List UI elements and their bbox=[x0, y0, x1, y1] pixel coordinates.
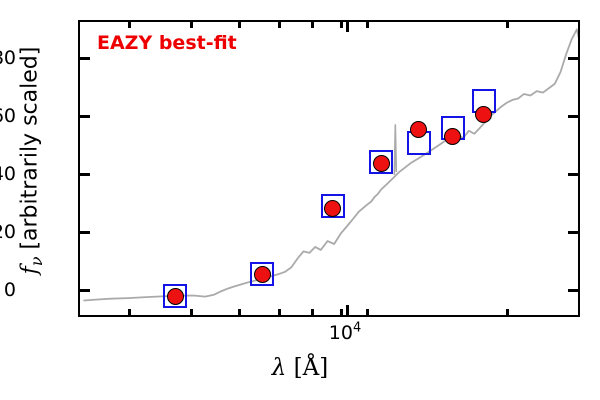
xtick-mark-top-major-10000 bbox=[346, 22, 349, 32]
ytick-label-80: 80 bbox=[0, 47, 16, 69]
xtick-mark-minor-3000 bbox=[128, 309, 131, 315]
xtick-mark-top-minor-9000 bbox=[366, 22, 369, 28]
xtick-label-exponent: 4 bbox=[352, 320, 362, 336]
xtick-mark-top-minor-3000 bbox=[128, 22, 131, 28]
xtick-mark-minor-4000 bbox=[190, 309, 193, 315]
xtick-mark-top-minor-20000 bbox=[506, 22, 509, 28]
model-photometry-square bbox=[369, 149, 394, 174]
model-photometry-square bbox=[320, 194, 345, 219]
ytick-mark-right-0 bbox=[568, 289, 578, 292]
xtick-mark-top-minor-7000 bbox=[311, 22, 314, 28]
xtick-mark-minor-7000 bbox=[311, 309, 314, 315]
xtick-label-1e4: 104 bbox=[329, 322, 361, 344]
observed-photometry-point bbox=[324, 199, 342, 217]
x-axis-label-symbol: λ bbox=[271, 355, 287, 381]
plot-axes-frame bbox=[78, 20, 580, 317]
ytick-mark-60 bbox=[80, 115, 90, 118]
ytick-mark-0 bbox=[80, 289, 90, 292]
ytick-mark-right-60 bbox=[568, 115, 578, 118]
observed-photometry-point bbox=[166, 287, 184, 305]
xtick-mark-top-minor-8000 bbox=[340, 22, 343, 28]
observed-photometry-point bbox=[253, 266, 271, 284]
xtick-mark-top-minor-4000 bbox=[190, 22, 193, 28]
x-axis-label: λ [Å] bbox=[0, 355, 600, 381]
observed-photometry-point bbox=[475, 106, 493, 124]
best-fit-spectrum-line bbox=[83, 28, 578, 302]
xtick-mark-minor-5000 bbox=[238, 309, 241, 315]
observed-photometry-point bbox=[372, 154, 390, 172]
model-photometry-square bbox=[250, 262, 275, 286]
ytick-mark-20 bbox=[80, 231, 90, 234]
y-axis-label-symbol: f bbox=[17, 266, 43, 275]
plot-data-area bbox=[80, 22, 578, 315]
y-axis-label: fν [arbitrarily scaled] bbox=[17, 0, 46, 331]
y-axis-label-subscript: ν bbox=[26, 256, 46, 267]
xtick-mark-minor-9000 bbox=[366, 309, 369, 315]
ytick-label-40: 40 bbox=[0, 163, 16, 185]
ytick-mark-40 bbox=[80, 173, 90, 176]
xtick-mark-top-minor-5000 bbox=[238, 22, 241, 28]
observed-photometry-point bbox=[444, 127, 462, 145]
observed-photometry-point bbox=[410, 120, 428, 138]
xtick-mark-minor-20000 bbox=[506, 309, 509, 315]
xtick-label-mantissa: 10 bbox=[328, 322, 353, 344]
xtick-mark-minor-6000 bbox=[278, 309, 281, 315]
x-axis-label-units: [Å] bbox=[293, 355, 329, 381]
ytick-mark-right-20 bbox=[568, 231, 578, 234]
ytick-label-60: 60 bbox=[0, 105, 16, 127]
y-axis-label-units: [arbitrarily scaled] bbox=[17, 46, 43, 250]
xtick-mark-major-10000 bbox=[346, 305, 349, 315]
ytick-mark-right-80 bbox=[568, 57, 578, 60]
ytick-label-0: 0 bbox=[3, 279, 16, 301]
eazy-best-fit-annotation: EAZY best-fit bbox=[97, 32, 237, 54]
xtick-mark-minor-8000 bbox=[340, 309, 343, 315]
ytick-label-20: 20 bbox=[0, 221, 16, 243]
model-photometry-square bbox=[163, 284, 188, 309]
ytick-mark-80 bbox=[80, 57, 90, 60]
emission-line-spike bbox=[393, 124, 398, 175]
ytick-mark-right-40 bbox=[568, 173, 578, 176]
xtick-mark-top-minor-6000 bbox=[278, 22, 281, 28]
